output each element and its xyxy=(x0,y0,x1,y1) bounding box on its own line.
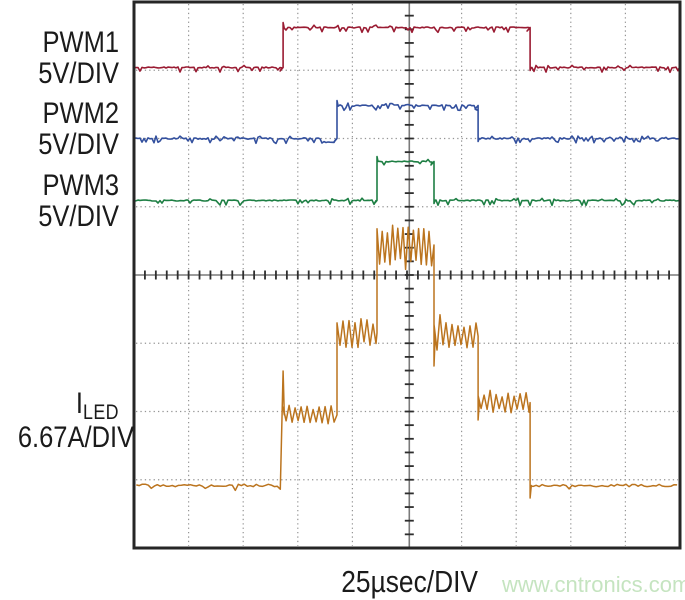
channel-scale: 5V/DIV xyxy=(38,128,119,161)
timebase-label: 25µsec/DIV xyxy=(341,564,478,599)
watermark-text: www.cntronics.com xyxy=(502,572,685,597)
channel-name: PWM1 xyxy=(42,26,120,59)
channel-scale: 5V/DIV xyxy=(38,57,119,90)
trace-pwm1 xyxy=(133,21,681,74)
channel-label-pwm1: PWM1 5V/DIV xyxy=(18,27,119,89)
channel-scale: 6.67A/DIV xyxy=(17,421,135,454)
trace-pwm3 xyxy=(133,155,681,207)
channel-scale: 5V/DIV xyxy=(38,200,119,233)
channel-label-pwm3: PWM3 5V/DIV xyxy=(18,170,119,232)
channel-name: ILED xyxy=(75,387,119,424)
trace-iled xyxy=(136,224,678,499)
channel-name-subscript: LED xyxy=(82,401,119,424)
channel-name: PWM3 xyxy=(42,169,120,202)
channel-label-iled: ILED 6.67A/DIV xyxy=(17,387,135,454)
channel-label-pwm2: PWM2 5V/DIV xyxy=(18,98,119,160)
plot-border xyxy=(132,0,682,550)
trace-pwm2 xyxy=(133,99,681,145)
channel-name: PWM2 xyxy=(42,97,120,130)
